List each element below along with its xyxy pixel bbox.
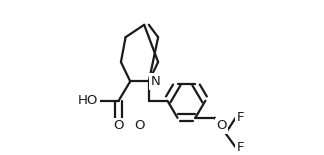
Text: F: F <box>237 141 245 154</box>
Text: F: F <box>237 111 245 124</box>
Text: N: N <box>151 75 161 88</box>
Text: O: O <box>113 119 124 132</box>
Text: HO: HO <box>78 94 98 107</box>
Text: O: O <box>216 119 227 132</box>
Text: O: O <box>134 119 145 132</box>
